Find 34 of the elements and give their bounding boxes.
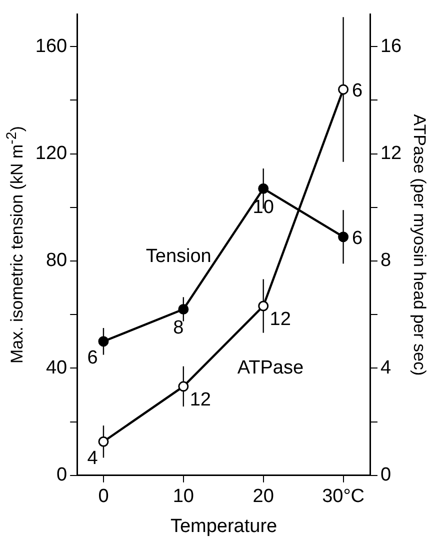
y2-tick-label: 16 (380, 36, 402, 57)
y-tick-label: 120 (35, 143, 68, 164)
point (98, 336, 109, 347)
annotation: 10 (252, 196, 274, 218)
y2-axis-title: ATPase (per myosin head per sec) (410, 114, 430, 376)
annotation: 6 (352, 228, 363, 250)
annotation: 8 (173, 317, 184, 338)
point (338, 84, 349, 95)
point (258, 183, 269, 194)
point (178, 381, 189, 392)
y-tick-label: 40 (46, 357, 68, 378)
y-tick-label: 80 (46, 250, 68, 272)
y-tick-label: 0 (56, 464, 68, 486)
x-tick-label: 20 (252, 486, 274, 508)
y2-tick-label: 4 (380, 357, 392, 378)
annotation: 4 (87, 448, 98, 469)
x-tick-label: 30°C (322, 486, 365, 508)
annotation: 6 (87, 348, 98, 369)
annotation: 12 (190, 390, 211, 411)
point (98, 436, 109, 447)
annotation: 6 (352, 80, 363, 102)
y2-tick-label: 12 (380, 143, 402, 164)
series-label: ATPase (237, 357, 304, 378)
annotation: 12 (270, 309, 291, 330)
point (338, 232, 349, 242)
point (178, 304, 189, 314)
series-label: Tension (146, 246, 212, 268)
y2-tick-label: 0 (380, 464, 392, 486)
x-axis-title: Temperature (170, 516, 278, 537)
x-tick-label: 10 (172, 486, 194, 508)
point (258, 300, 269, 312)
y2-tick-label: 8 (380, 250, 392, 272)
y-tick-label: 160 (35, 36, 68, 57)
x-tick-label: 0 (98, 486, 109, 508)
